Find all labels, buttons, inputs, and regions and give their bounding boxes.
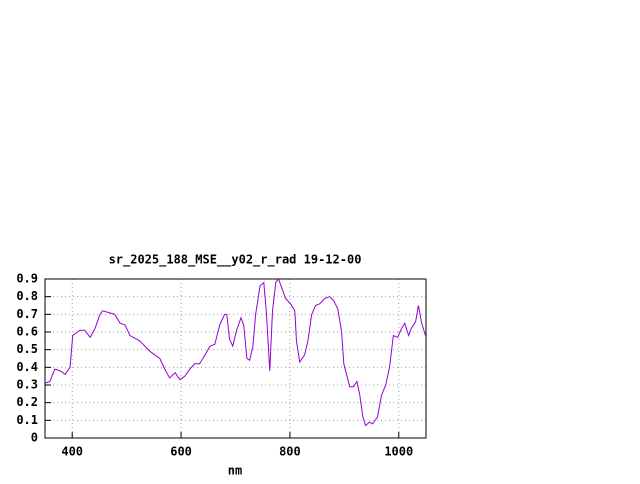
y-tick-label: 0.3 <box>16 378 38 392</box>
y-tick-label: 0.5 <box>16 342 38 356</box>
y-tick-label: 0.4 <box>16 360 38 374</box>
y-tick-label: 0.6 <box>16 325 38 339</box>
x-tick-label: 800 <box>279 445 301 459</box>
x-tick-label: 400 <box>61 445 83 459</box>
y-tick-label: 0.2 <box>16 395 38 409</box>
plot-frame <box>44 278 427 439</box>
y-tick-label: 0.8 <box>16 289 38 303</box>
y-tick-label: 0.1 <box>16 413 38 427</box>
y-tick-label: 0.7 <box>16 307 38 321</box>
y-tick-label: 0.9 <box>16 272 38 286</box>
data-line <box>44 277 426 427</box>
chart-title: sr_2025_188_MSE__y02_r_rad 19-12-00 <box>109 253 362 268</box>
x-tick-label: 1000 <box>384 445 413 459</box>
x-tick-label: 600 <box>170 445 192 459</box>
y-tick-label: 0 <box>31 431 38 445</box>
x-axis-label: nm <box>228 464 242 478</box>
